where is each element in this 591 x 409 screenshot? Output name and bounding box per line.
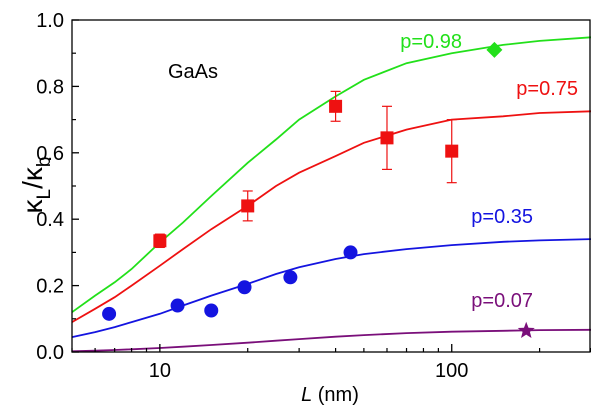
data-point-circle xyxy=(170,298,185,313)
fit-curve-1 xyxy=(71,110,591,323)
y-label-kappa: κ xyxy=(17,198,48,213)
data-point-circle xyxy=(102,306,117,321)
data-point-circle xyxy=(343,245,358,260)
data-point-square xyxy=(445,144,459,158)
data-point-square xyxy=(241,199,255,213)
y-label-slash: / xyxy=(17,181,48,189)
y-label-kappa2: κ xyxy=(17,166,48,181)
fit-curves xyxy=(71,36,591,353)
y-tick-label: 0.8 xyxy=(36,76,64,98)
x-axis-symbol: L xyxy=(301,384,312,406)
y-axis-title: κL/κb xyxy=(17,157,55,214)
data-point-circle xyxy=(204,303,219,318)
data-point-square xyxy=(329,99,343,113)
y-tick-label: 1.0 xyxy=(36,10,64,32)
data-point-diamond xyxy=(486,41,503,58)
data-point-circle xyxy=(237,280,252,295)
fit-curve-3 xyxy=(71,328,591,353)
y-tick-label: 0.6 xyxy=(36,143,64,165)
material-annotation: GaAs xyxy=(168,61,218,83)
y-label-sub-b: b xyxy=(34,157,55,168)
series-label-p098: p=0.98 xyxy=(400,31,462,53)
data-points xyxy=(102,41,535,338)
data-point-square xyxy=(380,131,394,145)
y-tick-label: 0.2 xyxy=(36,276,64,298)
axis-ticks: 0.0 0.2 0.4 0.6 0.8 1.0 10 100 xyxy=(36,10,591,382)
x-tick-label: 10 xyxy=(149,360,171,382)
y-tick-label: 0.0 xyxy=(36,342,64,364)
data-point-square xyxy=(153,234,167,248)
x-axis-unit: (nm) xyxy=(312,384,359,406)
data-point-star xyxy=(517,321,535,338)
series-label-p035: p=0.35 xyxy=(471,206,533,228)
y-tick-label: 0.4 xyxy=(36,209,64,231)
y-label-sub-l: L xyxy=(34,189,55,200)
series-label-p075: p=0.75 xyxy=(516,78,578,100)
fit-curve-2 xyxy=(71,238,591,338)
fit-curve-0 xyxy=(71,36,591,313)
data-point-circle xyxy=(283,270,298,285)
x-axis-title: L (nm) xyxy=(301,384,359,406)
series-label-p007: p=0.07 xyxy=(471,290,533,312)
x-tick-label: 100 xyxy=(435,360,468,382)
